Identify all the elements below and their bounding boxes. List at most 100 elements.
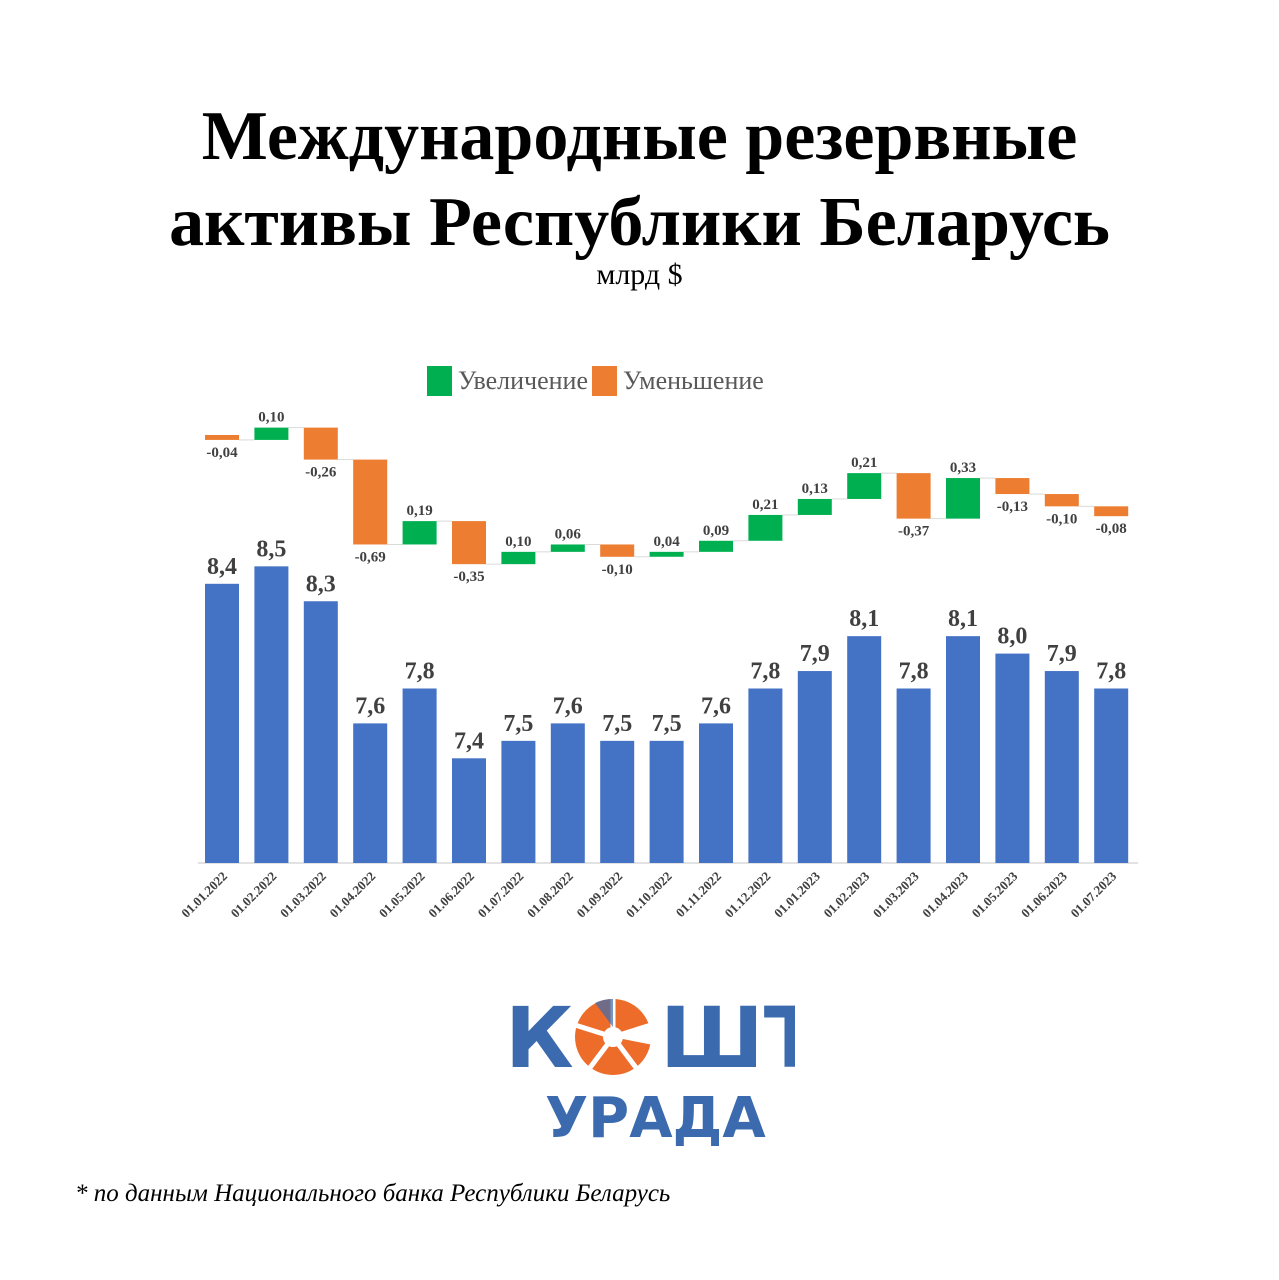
bar-value-label: 8,0 xyxy=(997,624,1027,650)
x-tick-label: 01.10.2022 xyxy=(623,869,675,921)
x-tick-label: 01.05.2022 xyxy=(376,869,428,921)
bar-value-label: 7,6 xyxy=(355,693,385,719)
bar-value-label: 7,5 xyxy=(503,711,533,737)
x-tick-label: 01.02.2023 xyxy=(820,868,872,920)
reserve-bar xyxy=(1044,671,1079,863)
reserve-bar xyxy=(946,636,980,863)
x-tick-label: 01.01.2023 xyxy=(771,868,823,920)
change-value-label: -0,35 xyxy=(453,569,484,585)
change-value-label: 0,21 xyxy=(851,455,877,471)
reserve-bar xyxy=(797,671,832,863)
x-tick-label: 01.06.2022 xyxy=(425,869,477,921)
x-tick-label: 01.12.2022 xyxy=(722,869,774,921)
decrease-bar xyxy=(1094,506,1129,517)
bar-value-label: 7,8 xyxy=(1096,659,1126,685)
increase-bar xyxy=(699,540,733,552)
reserve-bar xyxy=(303,601,338,863)
legend: Увеличение Уменьшение xyxy=(427,366,764,396)
chart-title: Международные резервные активы Республик… xyxy=(0,94,1279,266)
x-tick-label: 01.03.2022 xyxy=(277,869,329,921)
bar-value-label: 7,6 xyxy=(553,693,583,719)
bar-value-label: 8,1 xyxy=(849,606,879,632)
change-value-label: -0,10 xyxy=(1046,511,1077,527)
increase-bar xyxy=(501,551,536,565)
decrease-bar xyxy=(995,478,1030,495)
x-tick-label: 01.04.2023 xyxy=(919,868,971,920)
reserve-bar xyxy=(748,688,783,863)
change-value-label: -0,10 xyxy=(602,562,633,578)
bar-value-label: 7,8 xyxy=(899,659,929,685)
change-value-label: -0,69 xyxy=(355,549,386,565)
x-tick-label: 01.06.2023 xyxy=(1018,868,1070,920)
svg-text:К: К xyxy=(505,989,574,1087)
decrease-bar xyxy=(452,521,486,565)
change-value-label: 0,09 xyxy=(703,523,729,539)
change-value-label: 0,04 xyxy=(653,534,680,550)
legend-increase-label: Увеличение xyxy=(458,366,589,395)
legend-decrease-swatch xyxy=(592,366,618,396)
increase-bar xyxy=(847,473,882,499)
reserve-bar xyxy=(896,688,931,863)
reserve-bar xyxy=(995,653,1030,863)
change-value-label: 0,19 xyxy=(406,503,432,519)
reserve-bar xyxy=(550,723,585,863)
change-value-label: -0,13 xyxy=(997,499,1028,515)
increase-bar xyxy=(649,551,684,557)
decrease-bar xyxy=(600,544,635,557)
change-value-label: 0,10 xyxy=(258,410,284,426)
svg-text:УРАДА: УРАДА xyxy=(545,1086,766,1150)
change-value-label: -0,04 xyxy=(206,445,238,461)
x-tick-label: 01.04.2022 xyxy=(326,869,378,921)
reserve-bar xyxy=(600,740,635,863)
bar-value-label: 7,9 xyxy=(800,641,830,667)
x-tick-label: 01.11.2022 xyxy=(673,869,724,920)
decrease-bar xyxy=(205,435,239,440)
x-tick-label: 01.03.2023 xyxy=(870,868,922,920)
reserve-bar xyxy=(353,723,388,863)
legend-increase-swatch xyxy=(427,366,452,396)
reserve-bar xyxy=(847,636,882,863)
x-tick-label: 01.07.2022 xyxy=(475,869,527,921)
reserve-bar xyxy=(254,566,289,863)
bar-value-label: 7,5 xyxy=(602,711,632,737)
bar-value-label: 7,8 xyxy=(750,659,780,685)
reserve-bar xyxy=(205,583,239,863)
orange-slice-icon xyxy=(574,997,654,1075)
change-value-label: 0,33 xyxy=(950,460,976,476)
logo-koshta-urada: К ШТ УРАДА xyxy=(505,989,821,1151)
bar-value-label: 7,5 xyxy=(652,711,682,737)
bar-value-label: 7,6 xyxy=(701,693,731,719)
change-value-label: 0,06 xyxy=(555,526,582,542)
increase-bar xyxy=(748,514,783,541)
increase-bar xyxy=(550,544,585,552)
reserve-bar xyxy=(452,758,486,863)
logo: К ШТ УРАДА xyxy=(505,980,821,1151)
reserve-bar xyxy=(501,740,536,863)
change-value-label: 0,13 xyxy=(802,481,828,497)
increase-bar xyxy=(797,498,832,515)
legend-decrease-label: Уменьшение xyxy=(623,366,764,395)
reserve-bar xyxy=(699,723,733,863)
change-value-label: -0,37 xyxy=(898,524,930,540)
change-value-label: 0,21 xyxy=(752,497,778,513)
bar-value-label: 7,8 xyxy=(405,659,435,685)
svg-text:ШТ: ШТ xyxy=(660,989,795,1087)
source-footnote: * по данным Национального банка Республи… xyxy=(75,1180,671,1207)
increase-bar xyxy=(946,478,980,519)
decrease-bar xyxy=(896,473,931,519)
units-subtitle: млрд $ xyxy=(596,258,683,291)
increase-bar xyxy=(254,427,289,440)
decrease-bar xyxy=(353,459,388,545)
bar-value-label: 8,4 xyxy=(207,554,237,580)
decrease-bar xyxy=(1044,494,1079,507)
x-tick-label: 01.07.2023 xyxy=(1067,868,1119,920)
increase-bar xyxy=(402,521,437,545)
change-value-label: 0,10 xyxy=(505,534,531,550)
decrease-bar xyxy=(303,427,338,460)
title-line-2: активы Республики Беларусь xyxy=(169,184,1110,261)
reserve-bar xyxy=(1094,688,1129,863)
reserve-bar xyxy=(649,740,684,863)
x-tick-label: 01.01.2022 xyxy=(178,869,230,921)
bar-value-label: 7,4 xyxy=(454,728,484,754)
